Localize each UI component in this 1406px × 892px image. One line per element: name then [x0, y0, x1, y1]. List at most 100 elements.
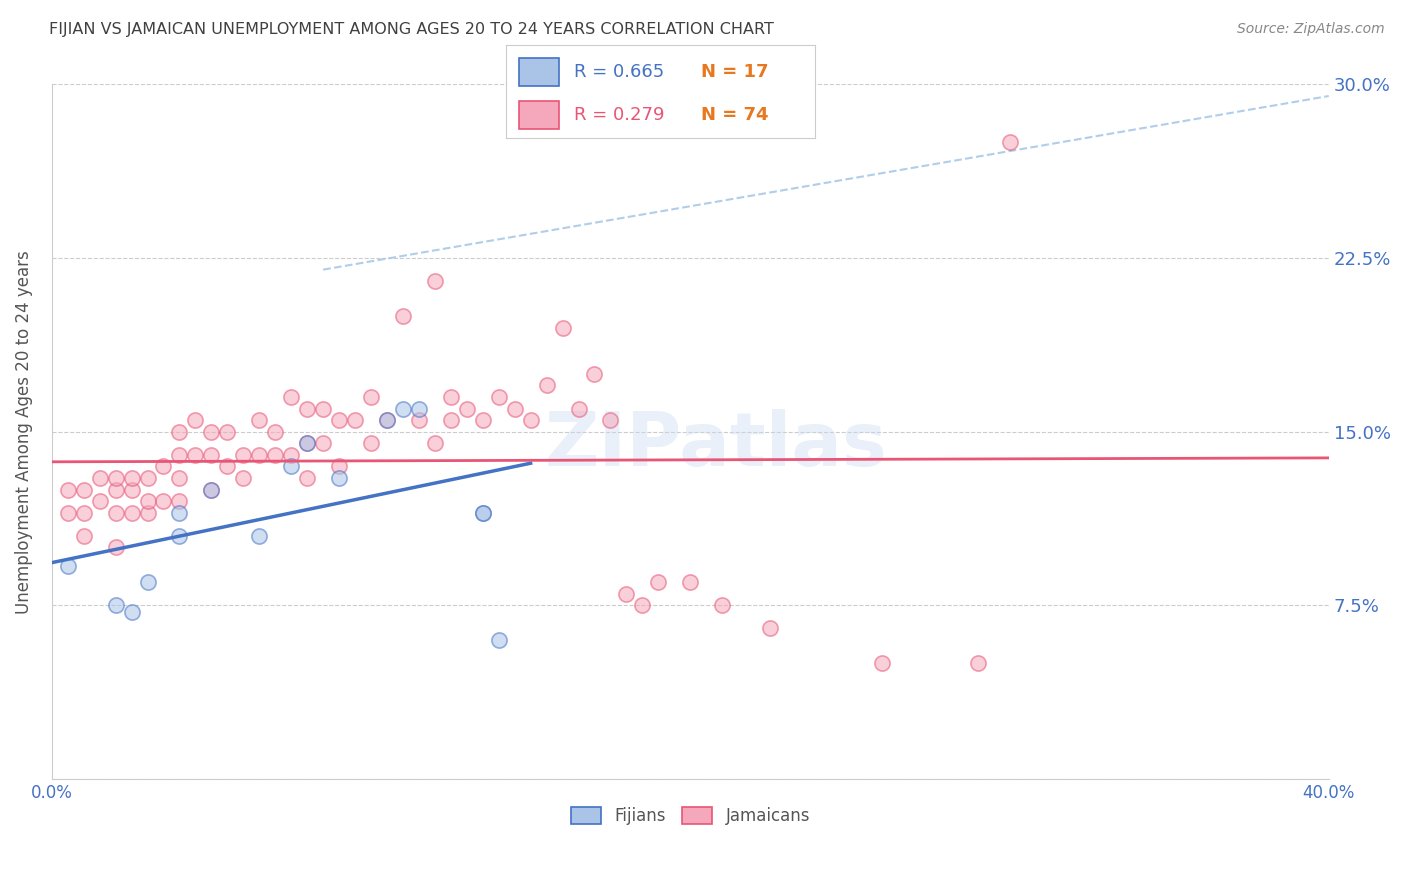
Point [73, 506, 96, 520]
Point [408, 401, 430, 416]
Point [89, 471, 111, 485]
Point [360, 390, 382, 404]
Point [375, 413, 398, 427]
Point [136, 494, 159, 508]
Point [408, 413, 430, 427]
Point [440, 413, 463, 427]
Point [679, 575, 702, 590]
Point [73, 483, 96, 497]
Point [328, 471, 350, 485]
Text: N = 74: N = 74 [702, 106, 769, 124]
Point [647, 575, 669, 590]
Point [711, 599, 734, 613]
Text: N = 17: N = 17 [702, 62, 769, 81]
Point [89, 494, 111, 508]
Point [247, 448, 270, 462]
Text: R = 0.279: R = 0.279 [574, 106, 665, 124]
Point [169, 506, 191, 520]
Point [184, 448, 207, 462]
Point [312, 401, 335, 416]
Point [471, 506, 494, 520]
Point [152, 459, 174, 474]
Point [247, 529, 270, 543]
Point [200, 483, 222, 497]
Text: FIJIAN VS JAMAICAN UNEMPLOYMENT AMONG AGES 20 TO 24 YEARS CORRELATION CHART: FIJIAN VS JAMAICAN UNEMPLOYMENT AMONG AG… [49, 22, 775, 37]
Point [631, 599, 654, 613]
Point [551, 320, 574, 334]
Point [423, 274, 446, 288]
Text: ZIPatlas: ZIPatlas [544, 409, 887, 482]
Point [264, 425, 287, 439]
Point [295, 471, 318, 485]
Point [280, 459, 302, 474]
Point [247, 413, 270, 427]
Point [264, 448, 287, 462]
Point [200, 425, 222, 439]
Point [217, 459, 239, 474]
Point [104, 483, 127, 497]
Point [217, 425, 239, 439]
Point [567, 401, 589, 416]
Point [295, 436, 318, 450]
Point [471, 413, 494, 427]
Bar [519, 101, 558, 129]
Point [169, 494, 191, 508]
Point [200, 448, 222, 462]
Point [471, 506, 494, 520]
Y-axis label: Unemployment Among Ages 20 to 24 years: Unemployment Among Ages 20 to 24 years [15, 250, 32, 614]
Point [759, 622, 782, 636]
Point [121, 605, 143, 619]
Point [121, 483, 143, 497]
Point [56, 483, 79, 497]
Point [328, 413, 350, 427]
Point [870, 656, 893, 670]
Point [536, 378, 558, 392]
Point [375, 413, 398, 427]
Point [121, 506, 143, 520]
Point [169, 529, 191, 543]
Point [392, 309, 415, 323]
Point [280, 448, 302, 462]
Point [232, 471, 254, 485]
Point [295, 436, 318, 450]
Point [488, 633, 510, 648]
Point [104, 541, 127, 555]
Point [104, 471, 127, 485]
Point [200, 483, 222, 497]
Point [519, 413, 541, 427]
Point [184, 413, 207, 427]
Point [328, 459, 350, 474]
Point [280, 390, 302, 404]
Point [104, 506, 127, 520]
Point [503, 401, 526, 416]
Point [169, 448, 191, 462]
Point [136, 575, 159, 590]
Point [599, 413, 621, 427]
Point [488, 390, 510, 404]
Point [73, 529, 96, 543]
Legend: Fijians, Jamaicans: Fijians, Jamaicans [562, 798, 818, 833]
Point [456, 401, 478, 416]
Point [136, 506, 159, 520]
Point [616, 587, 638, 601]
Point [169, 425, 191, 439]
Text: Source: ZipAtlas.com: Source: ZipAtlas.com [1237, 22, 1385, 37]
Point [998, 136, 1021, 150]
Point [136, 471, 159, 485]
Bar [519, 58, 558, 86]
Point [56, 506, 79, 520]
Point [104, 599, 127, 613]
Point [312, 436, 335, 450]
Point [152, 494, 174, 508]
Point [232, 448, 254, 462]
Text: R = 0.665: R = 0.665 [574, 62, 665, 81]
Point [423, 436, 446, 450]
Point [360, 436, 382, 450]
Point [295, 401, 318, 416]
Point [966, 656, 988, 670]
Point [121, 471, 143, 485]
Point [169, 471, 191, 485]
Point [344, 413, 367, 427]
Point [440, 390, 463, 404]
Point [56, 558, 79, 573]
